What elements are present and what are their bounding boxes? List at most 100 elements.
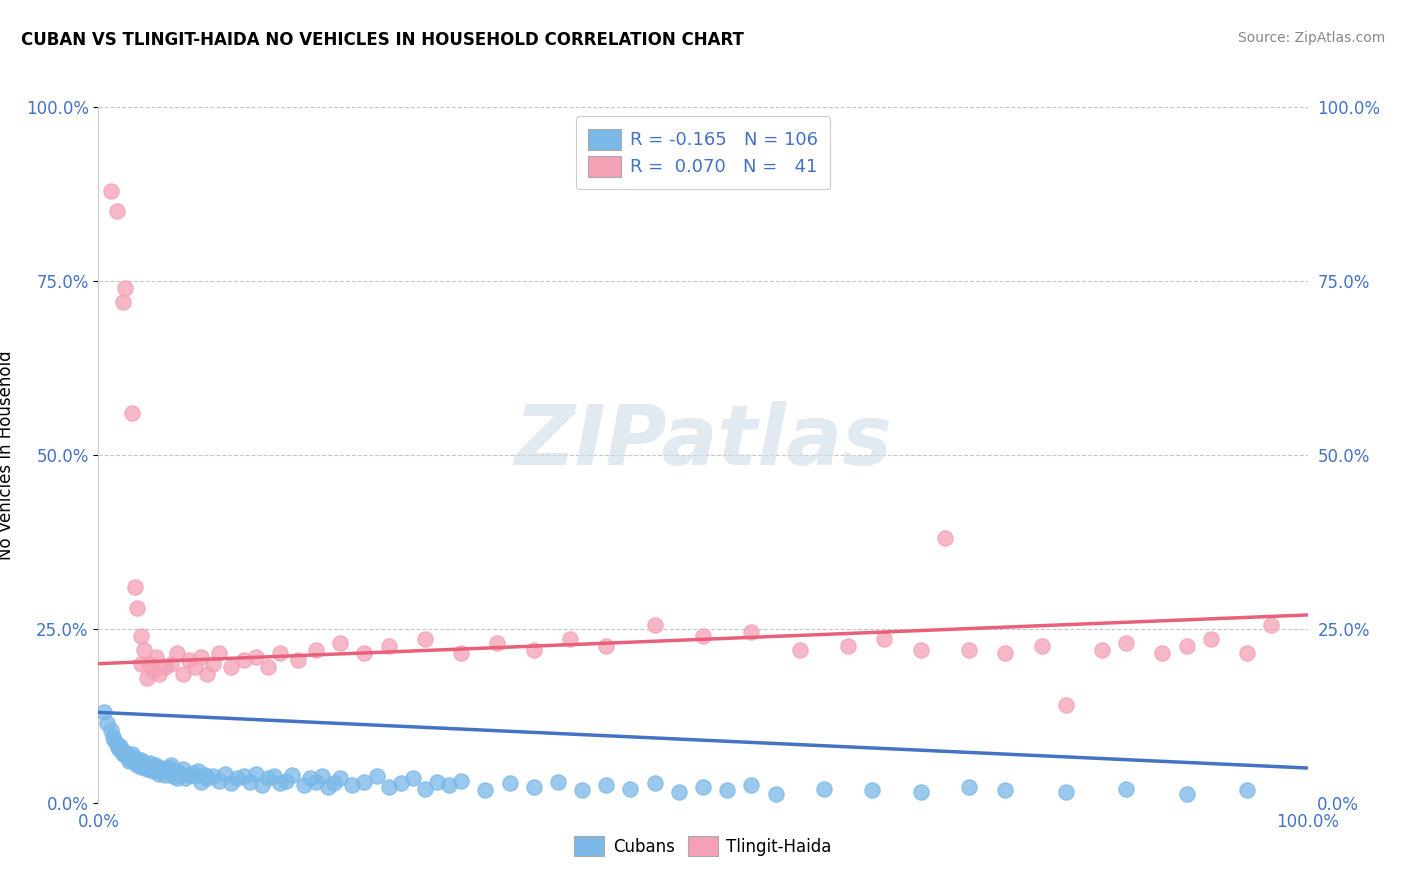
Point (208, 646, 231, 660)
Point (101, 730, 124, 744)
Point (558, 632, 581, 647)
Point (135, 759, 157, 773)
Point (1115, 781, 1137, 796)
Point (571, 783, 593, 797)
Point (239, 775, 262, 789)
Point (377, 639, 399, 653)
Point (187, 764, 209, 779)
Point (184, 769, 207, 783)
Point (269, 646, 291, 660)
Point (402, 772, 425, 786)
Point (1115, 636, 1137, 650)
Point (668, 785, 690, 799)
Point (474, 783, 496, 797)
Point (353, 646, 375, 660)
Point (190, 649, 212, 664)
Point (129, 657, 152, 671)
Point (366, 769, 388, 783)
Point (157, 761, 180, 775)
Point (1175, 639, 1198, 653)
Point (150, 764, 173, 779)
Point (134, 642, 156, 657)
Point (413, 632, 436, 647)
Point (860, 783, 883, 797)
Point (111, 294, 134, 309)
Point (292, 778, 315, 792)
Point (437, 778, 460, 792)
Point (162, 769, 184, 783)
Point (153, 763, 176, 777)
Point (184, 660, 207, 674)
Point (135, 763, 157, 777)
Point (145, 763, 167, 777)
Point (208, 773, 231, 788)
Point (194, 768, 217, 782)
Point (498, 776, 520, 790)
Point (93, 706, 115, 720)
Point (250, 778, 273, 792)
Point (108, 739, 131, 753)
Point (377, 780, 399, 795)
Point (1175, 788, 1198, 802)
Point (190, 775, 212, 789)
Point (103, 733, 125, 747)
Point (413, 781, 436, 796)
Point (269, 776, 291, 790)
Point (181, 765, 204, 780)
Point (226, 772, 249, 786)
Point (274, 773, 297, 788)
Point (153, 768, 176, 782)
Point (595, 639, 617, 653)
Point (281, 768, 304, 782)
Point (957, 642, 980, 657)
Point (143, 757, 166, 772)
Point (426, 775, 449, 789)
Point (148, 667, 170, 681)
Point (148, 759, 170, 773)
Point (153, 660, 176, 674)
Point (256, 660, 278, 674)
Point (214, 766, 236, 780)
Point (873, 632, 896, 647)
Y-axis label: No Vehicles in Household: No Vehicles in Household (0, 350, 14, 560)
Point (305, 642, 328, 657)
Point (174, 772, 197, 786)
Point (644, 776, 666, 790)
Point (1091, 642, 1114, 657)
Point (692, 629, 714, 643)
Point (121, 747, 143, 761)
Point (311, 769, 333, 783)
Point (169, 766, 191, 780)
Point (138, 761, 160, 775)
Point (129, 759, 152, 773)
Point (305, 775, 328, 789)
Point (115, 746, 138, 760)
Point (910, 642, 932, 657)
Point (1031, 639, 1053, 653)
Point (142, 761, 165, 775)
Point (934, 532, 956, 546)
Point (486, 636, 509, 650)
Point (148, 766, 170, 780)
Point (105, 737, 128, 751)
Point (172, 763, 194, 777)
Point (287, 653, 309, 667)
Point (1236, 783, 1258, 797)
Point (245, 766, 267, 780)
Point (619, 781, 641, 796)
Point (202, 657, 225, 671)
Point (139, 756, 162, 771)
Point (160, 657, 183, 671)
Point (740, 625, 762, 640)
Point (111, 747, 134, 761)
Point (124, 750, 146, 764)
Point (299, 772, 322, 786)
Point (120, 752, 142, 766)
Point (523, 642, 546, 657)
Point (134, 757, 156, 772)
Point (221, 776, 243, 790)
Point (107, 740, 129, 755)
Point (142, 664, 165, 678)
Point (166, 646, 188, 660)
Point (114, 748, 136, 763)
